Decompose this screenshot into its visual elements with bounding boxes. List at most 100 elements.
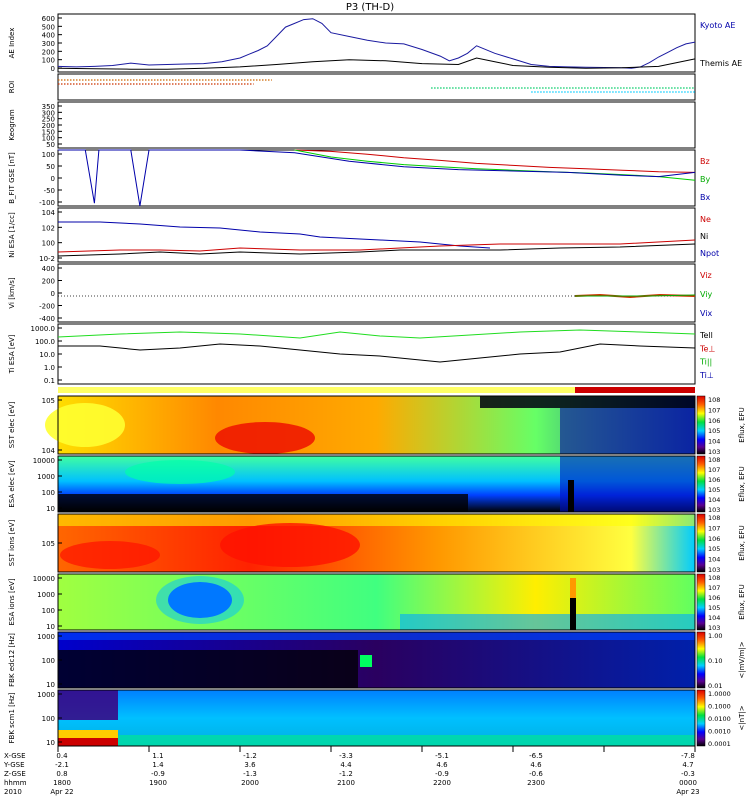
series-ae-themis-ae xyxy=(57,57,696,70)
ytick-label-esa_e: 1000 xyxy=(37,473,55,481)
panel-frame-esa_e xyxy=(57,455,696,513)
ylabel-vi: Vi [km/s] xyxy=(8,277,16,308)
time-axis-value: -5.1 xyxy=(435,752,449,760)
time-axis-value: -1.2 xyxy=(243,752,257,760)
time-axis-value: -3.3 xyxy=(339,752,353,760)
time-axis-value: -6.5 xyxy=(529,752,543,760)
ytick-label-esa_e: 100 xyxy=(42,489,55,497)
colorbar-tick-sst_i: 104 xyxy=(708,556,720,564)
ylabel-roi: ROI xyxy=(8,81,16,93)
colorbar-tick-fbk_b: 0.0100 xyxy=(708,715,731,723)
colorbar-tick-fbk_e: 1.00 xyxy=(708,632,722,640)
sst-electron-spectrogram xyxy=(45,396,695,454)
ylabel-sst_e: SST elec [eV] xyxy=(8,401,16,448)
time-axis-value: 2300 xyxy=(527,779,545,787)
legend-bfit: Bx xyxy=(700,193,710,202)
fbk-electric-spectrogram xyxy=(58,632,695,688)
ytick-label-ti: 10.0 xyxy=(39,351,55,359)
colorbar-tick-sst_e: 106 xyxy=(708,417,720,425)
ytick-label-bfit: -100 xyxy=(39,199,55,207)
time-axis-value: -2.1 xyxy=(55,761,69,769)
ytick-label-ae: 100 xyxy=(42,57,55,65)
ytick-label-esa_e: 10 xyxy=(46,505,55,513)
esa-electron-spectrogram xyxy=(58,456,695,512)
ytick-label-keogram: 350 xyxy=(42,103,55,111)
ytick-label-keogram: 150 xyxy=(42,128,55,136)
series-bfit-bz xyxy=(294,149,696,173)
time-axis-value: 1.1 xyxy=(152,752,163,760)
time-axis-row-label: Y-GSE xyxy=(3,761,25,769)
ylabel-ae: AE Index xyxy=(8,28,16,59)
panel-frame-esa_i xyxy=(57,573,696,631)
colorbar-tick-sst_i: 103 xyxy=(708,566,720,574)
panel-frame-bfit xyxy=(57,149,696,207)
ytick-label-fbk_b: 10 xyxy=(46,739,55,747)
colorbar-tick-sst_e: 108 xyxy=(708,396,720,404)
colorbar-label-esa_i: Eflux, EFU xyxy=(738,584,746,619)
ytick-label-ae: 600 xyxy=(42,15,55,23)
legend-ti: Ti⊥ xyxy=(699,371,714,380)
series-ni-ni xyxy=(57,243,696,257)
ylabel-ni: Ni ESA [1/cc] xyxy=(8,212,16,258)
ylabel-sst_i: SST ions [eV] xyxy=(8,519,16,566)
colorbar-tick-sst_e: 103 xyxy=(708,448,720,456)
colorbar-esa_e xyxy=(696,455,706,513)
ytick-label-vi: 200 xyxy=(42,278,55,286)
colorbar-tick-esa_i: 106 xyxy=(708,594,720,602)
colorbar-tick-sst_e: 105 xyxy=(708,427,720,435)
esa-ion-spectrogram xyxy=(58,574,695,630)
panel-frame-ni xyxy=(57,207,696,263)
colorbar-label-fbk_b: <|nT|> xyxy=(738,705,746,730)
colorbar-tick-fbk_b: 0.1000 xyxy=(708,703,731,711)
series-ni-ne xyxy=(57,239,696,253)
legend-ti: Te⊥ xyxy=(699,344,715,353)
time-axis-value: Apr 22 xyxy=(50,788,73,796)
colorbar-tick-sst_e: 107 xyxy=(708,406,720,414)
legend-vi: Viy xyxy=(700,290,713,299)
colorbar-fbk_b xyxy=(696,689,706,747)
time-axis-value: -1.2 xyxy=(339,770,353,778)
ylabel-keogram: Keogram xyxy=(8,109,16,140)
ytick-label-esa_e: 10000 xyxy=(33,457,55,465)
time-axis-value: 2200 xyxy=(433,779,451,787)
ytick-label-fbk_b: 1000 xyxy=(37,691,55,699)
ytick-label-keogram: 100 xyxy=(42,135,55,143)
time-axis-row-label: hhmm xyxy=(4,779,27,787)
ytick-label-vi: -200 xyxy=(39,303,55,311)
time-axis-value: -0.6 xyxy=(529,770,543,778)
colorbar-label-fbk_e: <|mV/m|> xyxy=(738,641,746,678)
legend-ti: Tell xyxy=(699,331,713,340)
legend-ni: Ni xyxy=(700,232,708,241)
colorbar-tick-esa_i: 105 xyxy=(708,604,720,612)
time-axis-value: 1800 xyxy=(53,779,71,787)
colorbar-fbk_e xyxy=(696,631,706,689)
time-axis-value: 0.4 xyxy=(56,752,68,760)
colorbar-tick-esa_e: 103 xyxy=(708,506,720,514)
roi-status-bar xyxy=(58,387,695,393)
ylabel-fbk_b: FBK scm1 [Hz] xyxy=(8,692,16,743)
time-axis-value: 3.6 xyxy=(244,761,256,769)
ytick-label-vi: 400 xyxy=(42,265,55,273)
series-ni-npot xyxy=(58,221,491,249)
ylabel-fbk_e: FBK edc12 [Hz] xyxy=(8,633,16,687)
sst-ion-spectrogram xyxy=(58,514,695,572)
ytick-label-keogram: 250 xyxy=(42,116,55,124)
ytick-label-ni: 104 xyxy=(42,209,56,217)
ytick-label-ae: 500 xyxy=(42,23,55,31)
colorbar-tick-esa_e: 108 xyxy=(708,456,720,464)
ytick-label-keogram: 50 xyxy=(46,141,55,149)
ytick-label-fbk_e: 10 xyxy=(46,681,55,689)
panel-frame-roi xyxy=(57,73,696,101)
ytick-label-esa_i: 10 xyxy=(46,623,55,631)
series-vi-viy xyxy=(575,294,696,297)
ytick-label-esa_i: 100 xyxy=(42,607,55,615)
legend-bfit: By xyxy=(700,175,710,184)
colorbar-sst_i xyxy=(696,513,706,573)
time-axis-value: -0.9 xyxy=(435,770,449,778)
time-axis-value: 4.6 xyxy=(436,761,448,769)
ytick-label-ae: 0 xyxy=(51,65,55,73)
ylabel-bfit: B_FIT GSE [nT] xyxy=(8,152,16,204)
colorbar-tick-fbk_e: 0.01 xyxy=(708,682,722,690)
time-axis-value: 2000 xyxy=(241,779,259,787)
